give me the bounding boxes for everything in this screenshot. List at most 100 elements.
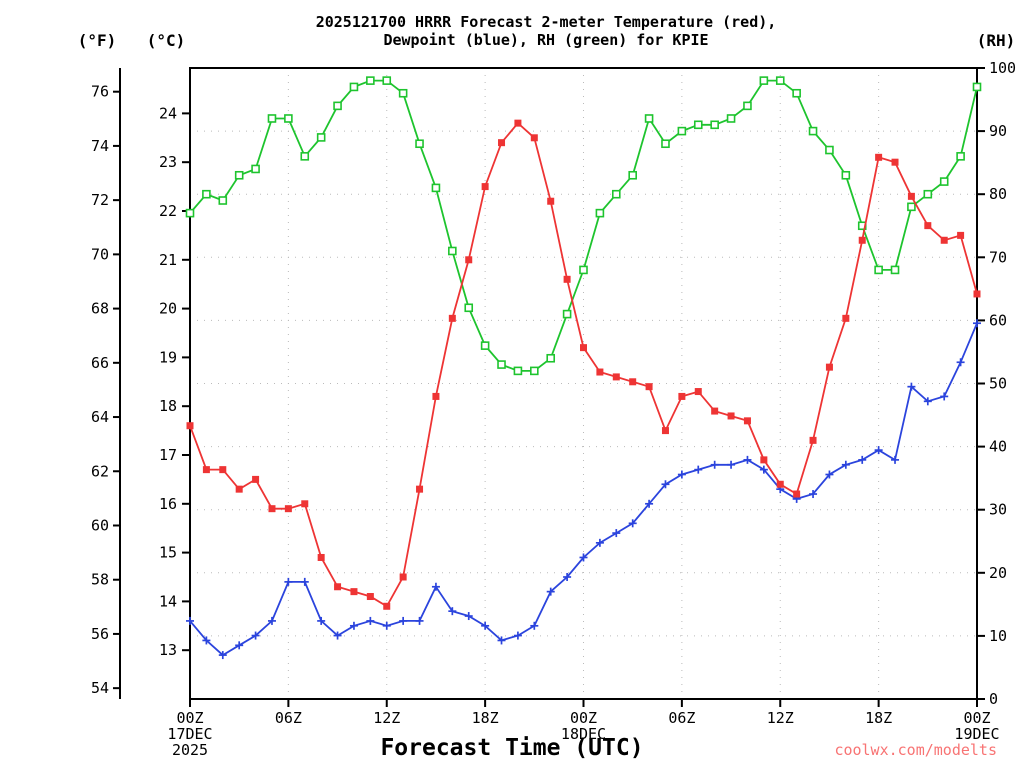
temperature-marker: [448, 314, 456, 322]
rh-marker: [726, 114, 736, 123]
rh-marker: [808, 126, 818, 136]
dewpoint-line: [189, 322, 978, 657]
rh-tick-label: 60: [989, 311, 1007, 329]
rh-marker: [628, 170, 637, 180]
temperature-marker: [547, 197, 555, 205]
date-label: 19DEC: [954, 725, 999, 743]
rh-marker: [218, 196, 228, 205]
rh-marker: [874, 265, 883, 275]
rh-tick-label: 100: [989, 59, 1016, 77]
rh-marker: [546, 353, 556, 363]
rh-marker: [513, 366, 523, 376]
rh-marker: [759, 76, 769, 85]
temperature-line: [189, 121, 978, 608]
temperature-marker: [366, 593, 374, 601]
rh-marker: [251, 164, 260, 174]
temperature-marker: [252, 475, 260, 483]
time-tick-label: 12Z: [767, 709, 794, 727]
rh-marker: [743, 101, 752, 111]
temperature-marker: [383, 602, 391, 610]
rh-marker: [841, 170, 851, 180]
temperature-marker: [678, 392, 686, 400]
rh-marker: [562, 309, 572, 319]
rh-marker: [202, 189, 211, 199]
temperature-marker: [301, 500, 309, 508]
celsius-tick-label: 14: [159, 592, 177, 610]
temperature-marker: [235, 485, 243, 493]
temperature-marker: [760, 456, 768, 464]
rh-marker: [464, 303, 474, 313]
rh-marker: [185, 208, 195, 218]
rh-marker: [775, 76, 785, 85]
fahrenheit-tick-label: 62: [91, 462, 109, 480]
rh-marker: [300, 152, 310, 161]
rh-marker: [972, 82, 982, 92]
temperature-marker: [661, 427, 669, 435]
celsius-tick-label: 20: [159, 300, 177, 318]
temperature-marker: [907, 192, 915, 200]
celsius-unit-label: (°C): [146, 31, 186, 50]
celsius-tick-label: 16: [159, 495, 177, 513]
temperature-marker: [711, 407, 719, 415]
rh-marker: [398, 88, 408, 98]
fahrenheit-tick-label: 64: [91, 408, 109, 426]
temperature-marker: [530, 134, 538, 142]
fahrenheit-tick-label: 74: [91, 137, 109, 155]
chart-title-line1: 2025121700 HRRR Forecast 2-meter Tempera…: [315, 13, 777, 31]
rh-marker: [284, 114, 293, 123]
rh-tick-label: 80: [989, 185, 1007, 203]
temperature-marker: [629, 378, 637, 386]
temperature-marker: [186, 422, 194, 430]
time-tick-label: 06Z: [275, 709, 302, 727]
rh-marker: [825, 145, 834, 155]
rh-marker: [267, 114, 277, 123]
temperature-marker: [776, 480, 784, 488]
rh-tick-label: 40: [989, 438, 1007, 456]
rh-marker: [907, 202, 916, 212]
temperature-marker: [317, 553, 325, 561]
fahrenheit-tick-label: 68: [91, 300, 109, 318]
temperature-marker: [334, 583, 342, 591]
rh-unit-label: (RH): [976, 31, 1016, 50]
rh-marker: [448, 246, 457, 256]
rh-tick-label: 20: [989, 564, 1007, 582]
temperature-marker: [481, 183, 489, 191]
rh-marker: [595, 208, 605, 218]
date-label: 2025: [172, 741, 208, 759]
rh-tick-label: 50: [989, 375, 1007, 393]
temperature-marker: [399, 573, 407, 581]
temperature-marker: [219, 466, 227, 474]
rh-marker: [415, 139, 424, 149]
temperature-marker: [432, 392, 440, 400]
chart-title-line2: Dewpoint (blue), RH (green) for KPIE: [383, 31, 709, 49]
time-tick-label: 12Z: [373, 709, 400, 727]
temperature-marker: [563, 275, 571, 283]
temperature-marker: [268, 505, 276, 513]
temperature-marker: [973, 290, 981, 298]
fahrenheit-tick-label: 70: [91, 245, 109, 263]
temperature-marker: [891, 158, 899, 166]
temperature-marker: [580, 344, 587, 352]
rh-marker: [890, 265, 900, 275]
fahrenheit-tick-label: 66: [91, 354, 109, 372]
fahrenheit-tick-label: 76: [91, 83, 109, 101]
rh-tick-label: 70: [989, 248, 1007, 266]
rh-tick-label: 10: [989, 627, 1007, 645]
temperature-marker: [612, 373, 620, 381]
temperature-marker: [842, 314, 850, 322]
rh-marker: [644, 114, 654, 123]
rh-tick-label: 90: [989, 122, 1007, 140]
temperature-marker: [940, 236, 948, 244]
rh-marker: [234, 170, 244, 180]
fahrenheit-tick-label: 60: [91, 516, 109, 534]
rh-marker: [349, 82, 359, 92]
temperature-marker: [514, 119, 522, 127]
time-tick-label: 06Z: [668, 709, 695, 727]
rh-marker: [497, 360, 506, 369]
temperature-marker: [924, 222, 932, 230]
celsius-tick-label: 19: [159, 348, 177, 366]
rh-marker: [316, 133, 326, 142]
celsius-tick-label: 13: [159, 641, 177, 659]
temperature-marker: [957, 231, 965, 239]
